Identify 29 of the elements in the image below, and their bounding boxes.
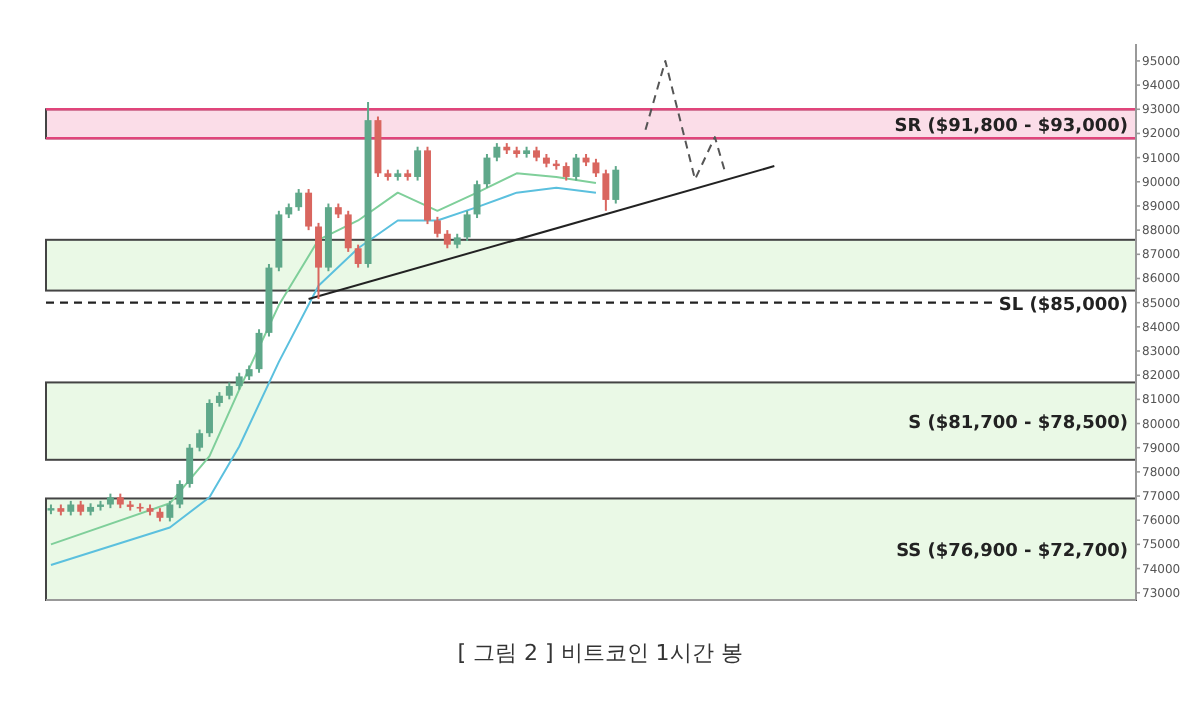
candlestick bbox=[414, 145, 422, 182]
candlestick bbox=[305, 188, 313, 232]
candlestick bbox=[572, 152, 580, 182]
band-label: S ($81,700 - $78,500) bbox=[908, 414, 1128, 435]
candlestick bbox=[473, 179, 481, 220]
candlestick bbox=[176, 479, 184, 510]
candlestick bbox=[443, 229, 451, 250]
text: [ 그림 2 ] 비트코인 1시간 봉 bbox=[457, 640, 743, 666]
candlestick bbox=[344, 209, 352, 253]
candlestick bbox=[602, 168, 610, 212]
candlestick bbox=[186, 443, 194, 489]
candlestick bbox=[196, 428, 204, 453]
candlestick bbox=[483, 152, 491, 189]
line-series bbox=[644, 59, 726, 181]
ref-line-label: SL ($85,000) bbox=[998, 295, 1128, 316]
candlestick bbox=[463, 209, 471, 243]
candlestick bbox=[562, 161, 570, 182]
band-label: SS ($76,900 - $72,700) bbox=[896, 542, 1128, 563]
candlestick bbox=[433, 215, 441, 239]
candlestick bbox=[206, 398, 213, 438]
candlestick bbox=[592, 157, 600, 178]
band-label: SR ($91,800 - $93,000) bbox=[894, 116, 1128, 137]
candlestick bbox=[166, 499, 174, 523]
candlestick bbox=[295, 188, 303, 212]
candlestick bbox=[354, 243, 362, 269]
candlestick bbox=[315, 221, 322, 301]
candlestick bbox=[493, 142, 501, 163]
candlestick bbox=[255, 328, 263, 374]
candlestick bbox=[612, 165, 620, 205]
